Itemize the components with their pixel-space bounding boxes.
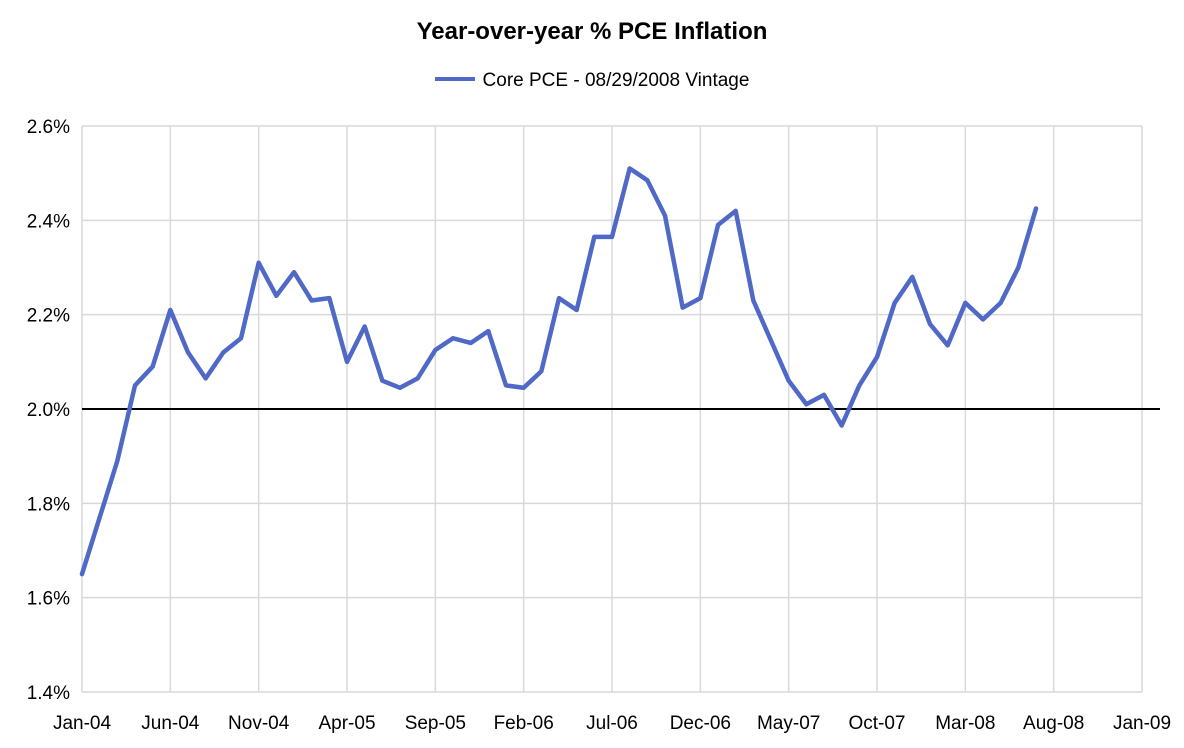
x-tick-label: May-07 [757,713,820,734]
data-point [733,208,738,213]
data-point [451,336,455,341]
data-point [875,355,879,360]
data-point [133,383,137,388]
data-point [627,166,632,171]
data-point [751,298,756,303]
data-point [274,293,279,298]
data-point [822,392,826,397]
data-point [203,376,208,381]
legend-label: Core PCE - 08/29/2008 Vintage [482,70,750,91]
data-point [769,338,773,343]
data-point [309,298,314,303]
legend-swatch [434,76,475,81]
x-tick-label: Aug-08 [1023,713,1084,734]
x-tick-label: Dec-06 [670,713,731,734]
x-tick-label: Jan-04 [53,713,112,734]
data-point [574,307,579,312]
data-point [592,234,597,239]
series [79,166,1039,577]
data-point [362,324,367,329]
data-point [1016,265,1021,270]
data-point [928,322,932,327]
data-point [504,383,508,388]
data-point [698,296,703,301]
data-point [539,369,544,374]
y-tick-label: 2.6% [27,117,70,138]
data-point [468,340,473,345]
y-tick-label: 1.6% [27,589,70,610]
tick-labels: 1.4% 1.6% 1.8% 2.0% 2.2% 2.4% 2.6% Jan-04 Jun-04… [27,117,1171,734]
data-point [786,378,791,383]
data-point [256,260,261,265]
y-tick-label: 1.4% [27,683,70,704]
data-point [327,296,332,301]
data-point [963,300,968,305]
data-point [557,296,561,301]
x-tick-label: Sep-05 [405,713,466,734]
data-point [115,458,120,463]
data-point [521,385,526,390]
x-tick-label: Nov-04 [228,713,290,734]
series-line [79,166,1039,577]
x-tick-label: Feb-06 [494,713,554,734]
x-tick-label: Jan-09 [1113,713,1171,734]
data-point [150,364,155,369]
legend: Core PCE - 08/29/2008 Vintage [0,70,1184,92]
data-point [839,423,844,428]
x-tick-label: Oct-07 [848,713,905,734]
data-point [168,307,173,312]
data-point [80,572,84,577]
x-tick-label: Jun-04 [141,713,200,734]
data-point [998,300,1003,305]
data-point [892,300,897,305]
data-point [857,383,862,388]
data-point [645,178,650,183]
data-point [910,274,915,279]
data-point [345,359,349,364]
y-tick-label: 2.0% [27,400,70,421]
data-point [981,317,985,322]
data-point [221,350,226,355]
data-point [945,343,950,348]
data-point [1034,206,1038,211]
data-point [486,329,491,334]
x-tick-label: Jul-06 [586,713,638,734]
data-point [716,223,720,228]
y-tick-label: 2.4% [27,211,70,232]
data-point [415,376,420,381]
data-point [433,348,438,353]
x-tick-label: Apr-05 [318,713,375,734]
data-point [380,378,385,383]
data-point [97,515,102,520]
data-point [804,402,809,407]
data-point [398,385,402,390]
data-point [186,350,190,355]
x-tick-label: Mar-08 [935,713,995,734]
data-point [610,234,614,239]
y-tick-label: 1.8% [27,494,70,515]
chart-title: Year-over-year % PCE Inflation [416,18,768,45]
data-point [239,336,243,341]
data-point [292,270,296,275]
data-point [680,305,685,310]
data-point [663,213,667,218]
y-tick-label: 2.2% [27,306,70,327]
